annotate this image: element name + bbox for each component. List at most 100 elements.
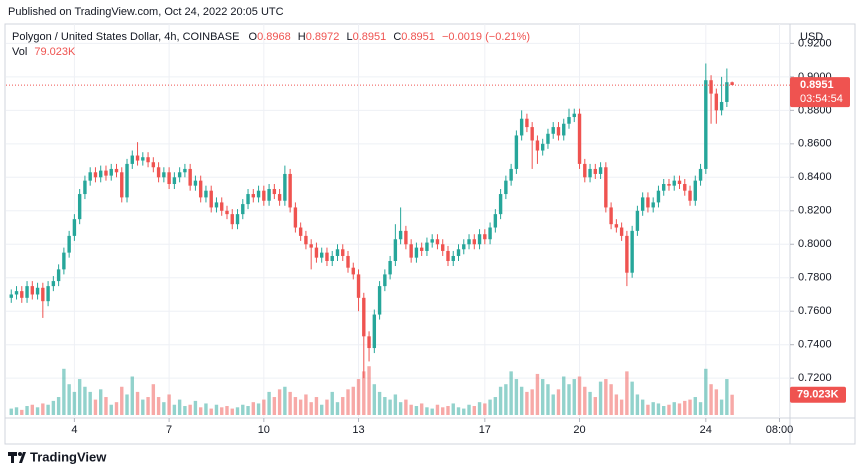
volume-bar (67, 384, 71, 415)
volume-bar (235, 407, 240, 415)
candle-body (493, 214, 498, 228)
candle-body (304, 235, 308, 245)
candle-body (46, 286, 50, 302)
candle-body (193, 180, 198, 186)
volume-bar (677, 403, 682, 415)
volume-bar (477, 402, 482, 415)
candle-body (341, 249, 345, 256)
volume-bar (246, 406, 250, 415)
candle-body (583, 163, 587, 178)
volume-bar (472, 406, 476, 415)
volume-bar (56, 397, 61, 415)
legend: Polygon / United States Dollar, 4h, COIN… (12, 31, 530, 43)
volume-bar (346, 389, 350, 415)
candle-body (625, 235, 629, 273)
candle-body (220, 202, 224, 211)
volume-bar (672, 402, 676, 415)
candle-body (283, 173, 287, 201)
candle-body (525, 118, 529, 128)
volume-bar (377, 391, 382, 415)
volume-bar (640, 399, 645, 415)
legend-change: −0.0019 (−0.21%) (442, 31, 530, 43)
y-tick-label: 0.8800 (798, 104, 832, 116)
volume-bar (198, 407, 203, 415)
candle-body (677, 180, 682, 184)
candle-body (298, 227, 303, 236)
volume-bar (551, 394, 555, 415)
volume-bar (214, 404, 219, 415)
candle-body (667, 184, 671, 186)
candle-body (272, 189, 277, 195)
volume-bar (698, 402, 703, 415)
volume-bar (604, 379, 608, 415)
frame (4, 23, 856, 445)
volume-bar (467, 404, 471, 415)
candle-body (462, 244, 466, 250)
volume-bar (598, 381, 603, 415)
candle-body (640, 197, 645, 211)
volume-bar (530, 389, 534, 415)
volume-bar (51, 400, 56, 415)
candle-body (183, 168, 187, 173)
volume-bar (493, 397, 498, 415)
volume-bar (646, 404, 650, 415)
candle-body (293, 207, 298, 228)
volume-bar (451, 403, 455, 415)
volume-bar (304, 394, 308, 415)
volume-bar (25, 406, 29, 415)
candle-body (393, 239, 398, 261)
candle-body (209, 190, 213, 208)
candle-body (377, 286, 382, 315)
plot: 0.7200 0.7400 0.7600 0.7800 0.8000 0.8200 0.84… (6, 24, 850, 436)
volume-bar (283, 386, 287, 415)
candle-body (30, 286, 35, 295)
volume-bar (151, 384, 156, 415)
volume-legend-label: Vol (12, 46, 27, 58)
candle-body (430, 239, 434, 243)
volume-bar (120, 386, 124, 415)
candle-body (683, 184, 687, 191)
candle-body (488, 227, 492, 240)
candle-body (614, 224, 619, 228)
candle-body (356, 274, 361, 298)
candle-body (472, 239, 476, 245)
candle-body (251, 194, 256, 198)
legend-low: 0.8951 (353, 31, 387, 43)
volume-bar (241, 404, 245, 415)
candle-body (419, 247, 424, 251)
volume-bar (267, 391, 271, 415)
candle-body (14, 291, 19, 295)
x-tick-label: 20 (573, 424, 585, 436)
candle-body (551, 127, 555, 134)
volume-bar (125, 394, 129, 415)
candle-body (214, 202, 219, 208)
candle-body (414, 247, 419, 258)
candle-body (130, 155, 134, 164)
volume-bar (367, 366, 371, 415)
candle-body (20, 291, 24, 298)
candle-body (693, 180, 697, 201)
currency: USD (800, 31, 823, 43)
published-note: Published on TradingView.com, Oct 24, 20… (8, 6, 284, 18)
y-tick-label: 0.9200 (798, 37, 832, 49)
volume-bar (356, 379, 361, 415)
volume-bar (625, 371, 629, 415)
candle-body (277, 194, 282, 201)
volume-bar (583, 386, 587, 415)
volume-bar (272, 397, 277, 415)
volume-bar (362, 371, 366, 415)
candle-body (567, 117, 571, 124)
volume-bar (109, 404, 113, 415)
candle-body (56, 269, 61, 282)
candle-body (362, 297, 366, 337)
volume-bar (77, 379, 82, 415)
volume-bar (535, 373, 540, 415)
volume-bar (446, 406, 450, 415)
candle-body (730, 82, 734, 86)
volume-bar (425, 407, 429, 415)
candle-body (151, 162, 156, 168)
candle-body (646, 197, 650, 208)
candle-body (477, 234, 482, 245)
candle-body (135, 155, 140, 161)
